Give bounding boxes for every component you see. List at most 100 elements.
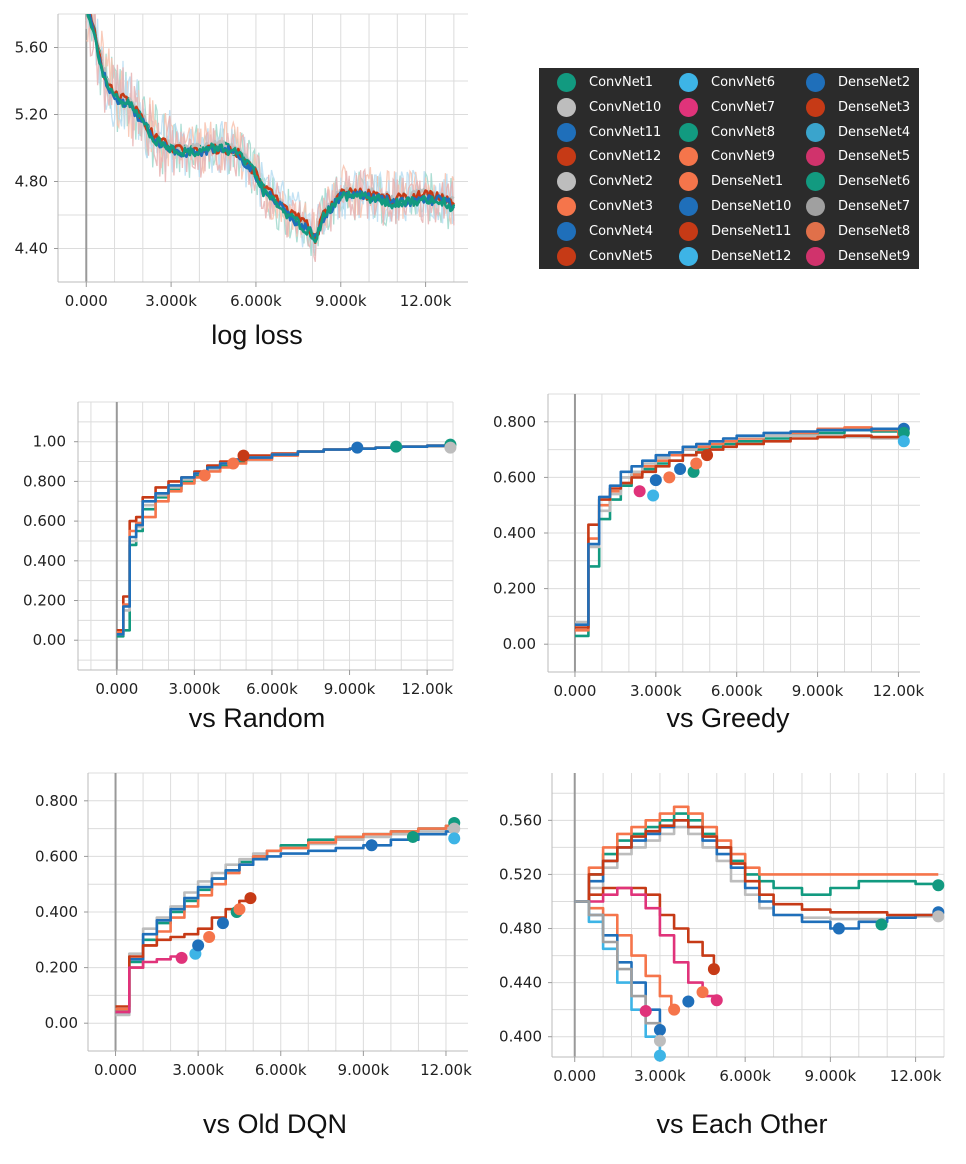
legend: ConvNet1 ConvNet10 ConvNet11 ConvNet12 ConvN… (539, 68, 919, 269)
chart-vs-each-other-title: vs Each Other (656, 1109, 828, 1139)
series-endpoint (649, 474, 662, 487)
legend-label: DenseNet1 (711, 174, 784, 190)
legend-item: ConvNet9 (679, 144, 775, 169)
legend-item: DenseNet12 (679, 244, 791, 269)
series-endpoint (192, 939, 205, 952)
legend-label: ConvNet12 (589, 149, 662, 165)
legend-item: DenseNet11 (679, 219, 791, 244)
series-line (574, 900, 662, 1057)
legend-swatch (679, 246, 698, 266)
x-tick-label: 12.00k (890, 1067, 942, 1085)
x-tick-label: 0.000 (95, 680, 138, 698)
series-endpoint (633, 485, 646, 498)
series-endpoint (710, 994, 723, 1007)
y-tick-label: 0.00 (33, 631, 66, 649)
grid (78, 401, 454, 670)
y-tick-label: 0.600 (493, 468, 536, 486)
legend-item: ConvNet2 (557, 169, 653, 194)
y-tick-label: 0.400 (23, 552, 66, 570)
legend-swatch (557, 147, 576, 167)
legend-label: ConvNet2 (589, 174, 654, 190)
series-endpoint (406, 830, 419, 843)
series-line (575, 434, 904, 629)
legend-label: DenseNet4 (838, 124, 911, 140)
x-tick-label: 0.000 (553, 682, 596, 700)
series-endpoint (365, 839, 378, 852)
series-line (574, 805, 939, 903)
legend-label: DenseNet7 (838, 199, 911, 214)
series-endpoint (653, 1049, 666, 1062)
chart-vs-greedy-svg: 0.00 0.200 0.400 0.600 0.800 0.000 3.000k 6.000… (493, 393, 925, 700)
y-tick-label: 0.400 (493, 524, 536, 542)
series-endpoint (897, 435, 910, 448)
legend-label: ConvNet6 (711, 75, 776, 90)
series-endpoint (932, 879, 945, 892)
series-line (116, 444, 451, 632)
series-line (575, 434, 904, 624)
series-line (116, 444, 451, 636)
legend-item: ConvNet8 (679, 120, 775, 145)
x-tick-label: 6.000k (711, 682, 763, 700)
legend-label: ConvNet7 (711, 99, 776, 115)
legend-swatch (557, 246, 576, 266)
legend-label: DenseNet6 (838, 174, 911, 190)
series-endpoint (707, 963, 720, 976)
legend-swatch (806, 221, 825, 241)
y-tick-label: 0.560 (499, 811, 542, 829)
chart-vs-random-svg: 0.00 0.200 0.400 0.600 0.800 1.00 0.000 3.000k 6… (23, 401, 457, 698)
legend-label: DenseNet9 (838, 248, 911, 264)
series-line (115, 828, 456, 1014)
legend-swatch (557, 221, 576, 241)
series-endpoint (448, 832, 461, 845)
legend-swatch (679, 122, 698, 142)
x-tick-label: 3.000k (630, 682, 682, 700)
legend-label: ConvNet11 (589, 124, 662, 140)
x-tick-label: 12.00k (873, 682, 925, 700)
legend-item: ConvNet3 (557, 194, 653, 219)
legend-swatch (557, 73, 576, 92)
series-endpoint (175, 951, 188, 964)
series-line (116, 444, 451, 634)
legend-swatch (679, 73, 698, 92)
legend-label: ConvNet8 (711, 124, 776, 140)
y-tick-label: 0.800 (23, 472, 66, 490)
legend-label: DenseNet5 (838, 149, 911, 165)
series-line (575, 426, 904, 632)
series-endpoint (647, 489, 660, 502)
grid (57, 13, 468, 283)
grid (87, 772, 468, 1052)
x-tick-label: 0.000 (94, 1061, 137, 1079)
x-tick-label: 6.000k (255, 1061, 307, 1079)
legend-swatch (806, 122, 825, 142)
legend-label: ConvNet10 (589, 99, 662, 115)
legend-swatch (806, 172, 825, 192)
x-tick-label: 6.000k (719, 1067, 771, 1085)
series-endpoint (897, 426, 910, 439)
series-line (574, 819, 939, 917)
series-endpoint (233, 903, 246, 916)
legend-label: DenseNet10 (711, 199, 792, 214)
x-tick-label: 12.00k (400, 292, 452, 310)
y-tick-label: 4.40 (15, 240, 48, 258)
series-endpoint (690, 457, 703, 470)
series-endpoint (653, 1023, 666, 1036)
legend-swatch (557, 122, 576, 142)
legend-swatch (679, 97, 698, 117)
x-tick-label: 12.00k (401, 680, 453, 698)
plot-area (574, 805, 940, 1057)
x-tick-label: 3.000k (169, 680, 221, 698)
chart-vs-greedy: 0.00 0.200 0.400 0.600 0.800 0.000 3.000k 6.000… (480, 380, 966, 700)
legend-label: DenseNet12 (711, 248, 792, 264)
legend-item: DenseNet9 (806, 244, 910, 269)
series-endpoint (444, 441, 457, 454)
legend-swatch (806, 197, 825, 216)
y-tick-label: 5.20 (15, 106, 48, 124)
legend-swatch (806, 97, 825, 117)
x-tick-label: 3.000k (172, 1061, 224, 1079)
series-endpoint (875, 918, 888, 931)
legend-swatch (679, 172, 698, 192)
x-tick-label: 6.000k (246, 680, 298, 698)
legend-item: ConvNet7 (679, 95, 775, 120)
legend-swatch (557, 197, 576, 216)
series-endpoint (932, 910, 945, 923)
